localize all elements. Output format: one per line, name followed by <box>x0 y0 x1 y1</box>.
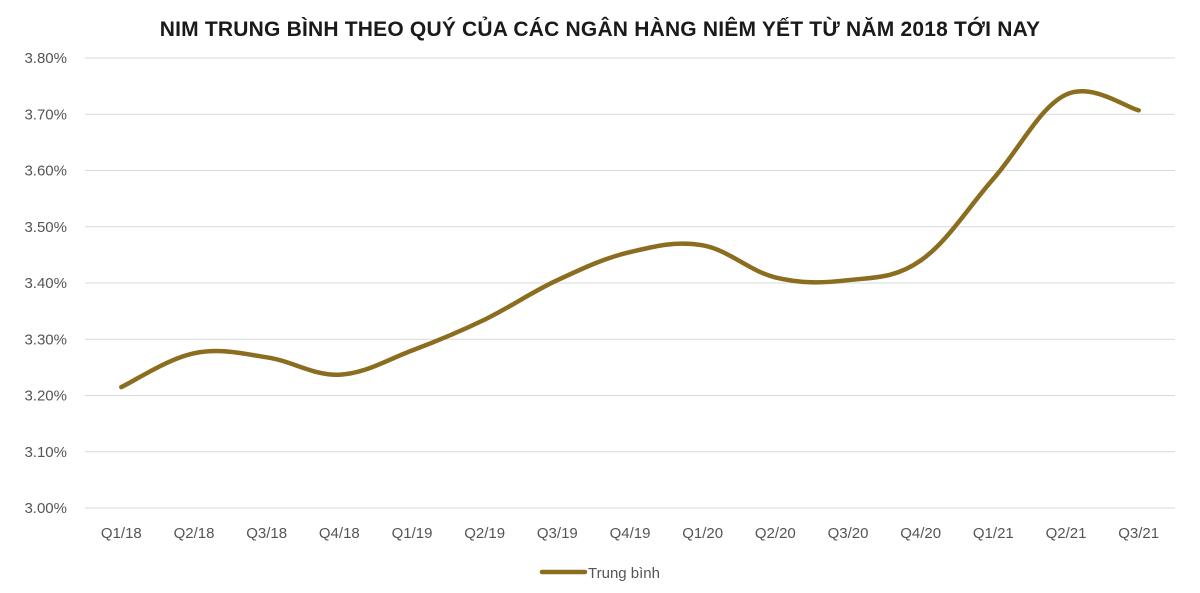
y-tick-label: 3.20% <box>24 388 67 405</box>
x-tick-label: Q1/19 <box>392 525 433 542</box>
x-tick-label: Q3/19 <box>537 525 578 542</box>
x-tick-label: Q2/20 <box>755 525 796 542</box>
x-tick-label: Q2/21 <box>1046 525 1087 542</box>
x-tick-label: Q1/20 <box>682 525 723 542</box>
y-tick-label: 3.70% <box>24 106 67 123</box>
x-tick-label: Q2/19 <box>464 525 505 542</box>
x-tick-label: Q3/21 <box>1118 525 1159 542</box>
series-line <box>119 88 1141 390</box>
x-axis-tick-labels: Q1/18 Q2/18 Q3/18 Q4/18 Q1/19 Q2/19 Q3/19 Q4/19… <box>101 525 1159 542</box>
y-axis-tick-labels: 3.00% 3.10% 3.20% 3.30% 3.40% 3.50% 3.60% 3.70%… <box>24 50 67 517</box>
x-tick-label: Q4/19 <box>610 525 651 542</box>
x-tick-label: Q2/18 <box>174 525 215 542</box>
gridlines <box>85 57 1175 509</box>
x-tick-label: Q4/20 <box>900 525 941 542</box>
legend: Trung bình <box>539 565 660 582</box>
y-tick-label: 3.60% <box>24 163 67 180</box>
x-tick-label: Q3/18 <box>246 525 287 542</box>
chart-title: NIM TRUNG BÌNH THEO QUÝ CỦA CÁC NGÂN HÀN… <box>159 18 1041 41</box>
y-tick-label: 3.80% <box>24 50 67 67</box>
legend-label: Trung bình <box>588 565 660 582</box>
series-lines <box>119 88 1141 390</box>
x-tick-label: Q1/18 <box>101 525 142 542</box>
y-tick-label: 3.00% <box>24 500 67 517</box>
y-tick-label: 3.40% <box>24 275 67 292</box>
y-tick-label: 3.10% <box>24 444 67 461</box>
x-tick-label: Q4/18 <box>319 525 360 542</box>
y-tick-label: 3.50% <box>24 219 67 236</box>
x-tick-label: Q3/20 <box>828 525 869 542</box>
y-tick-label: 3.30% <box>24 331 67 348</box>
x-tick-label: Q1/21 <box>973 525 1014 542</box>
